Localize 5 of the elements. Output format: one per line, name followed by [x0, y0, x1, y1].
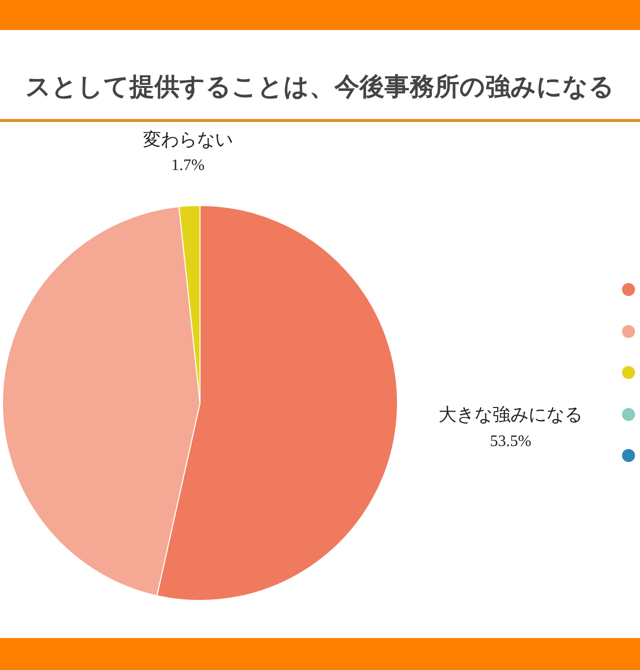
- chart-title: スとして提供することは、今後事務所の強みになる: [24, 71, 616, 103]
- data-label: 1.7%: [171, 157, 205, 174]
- slice-label: 変わらない: [142, 129, 233, 150]
- slice-label: 大きな強みになる: [438, 404, 583, 426]
- data-label: 53.5%: [490, 433, 532, 450]
